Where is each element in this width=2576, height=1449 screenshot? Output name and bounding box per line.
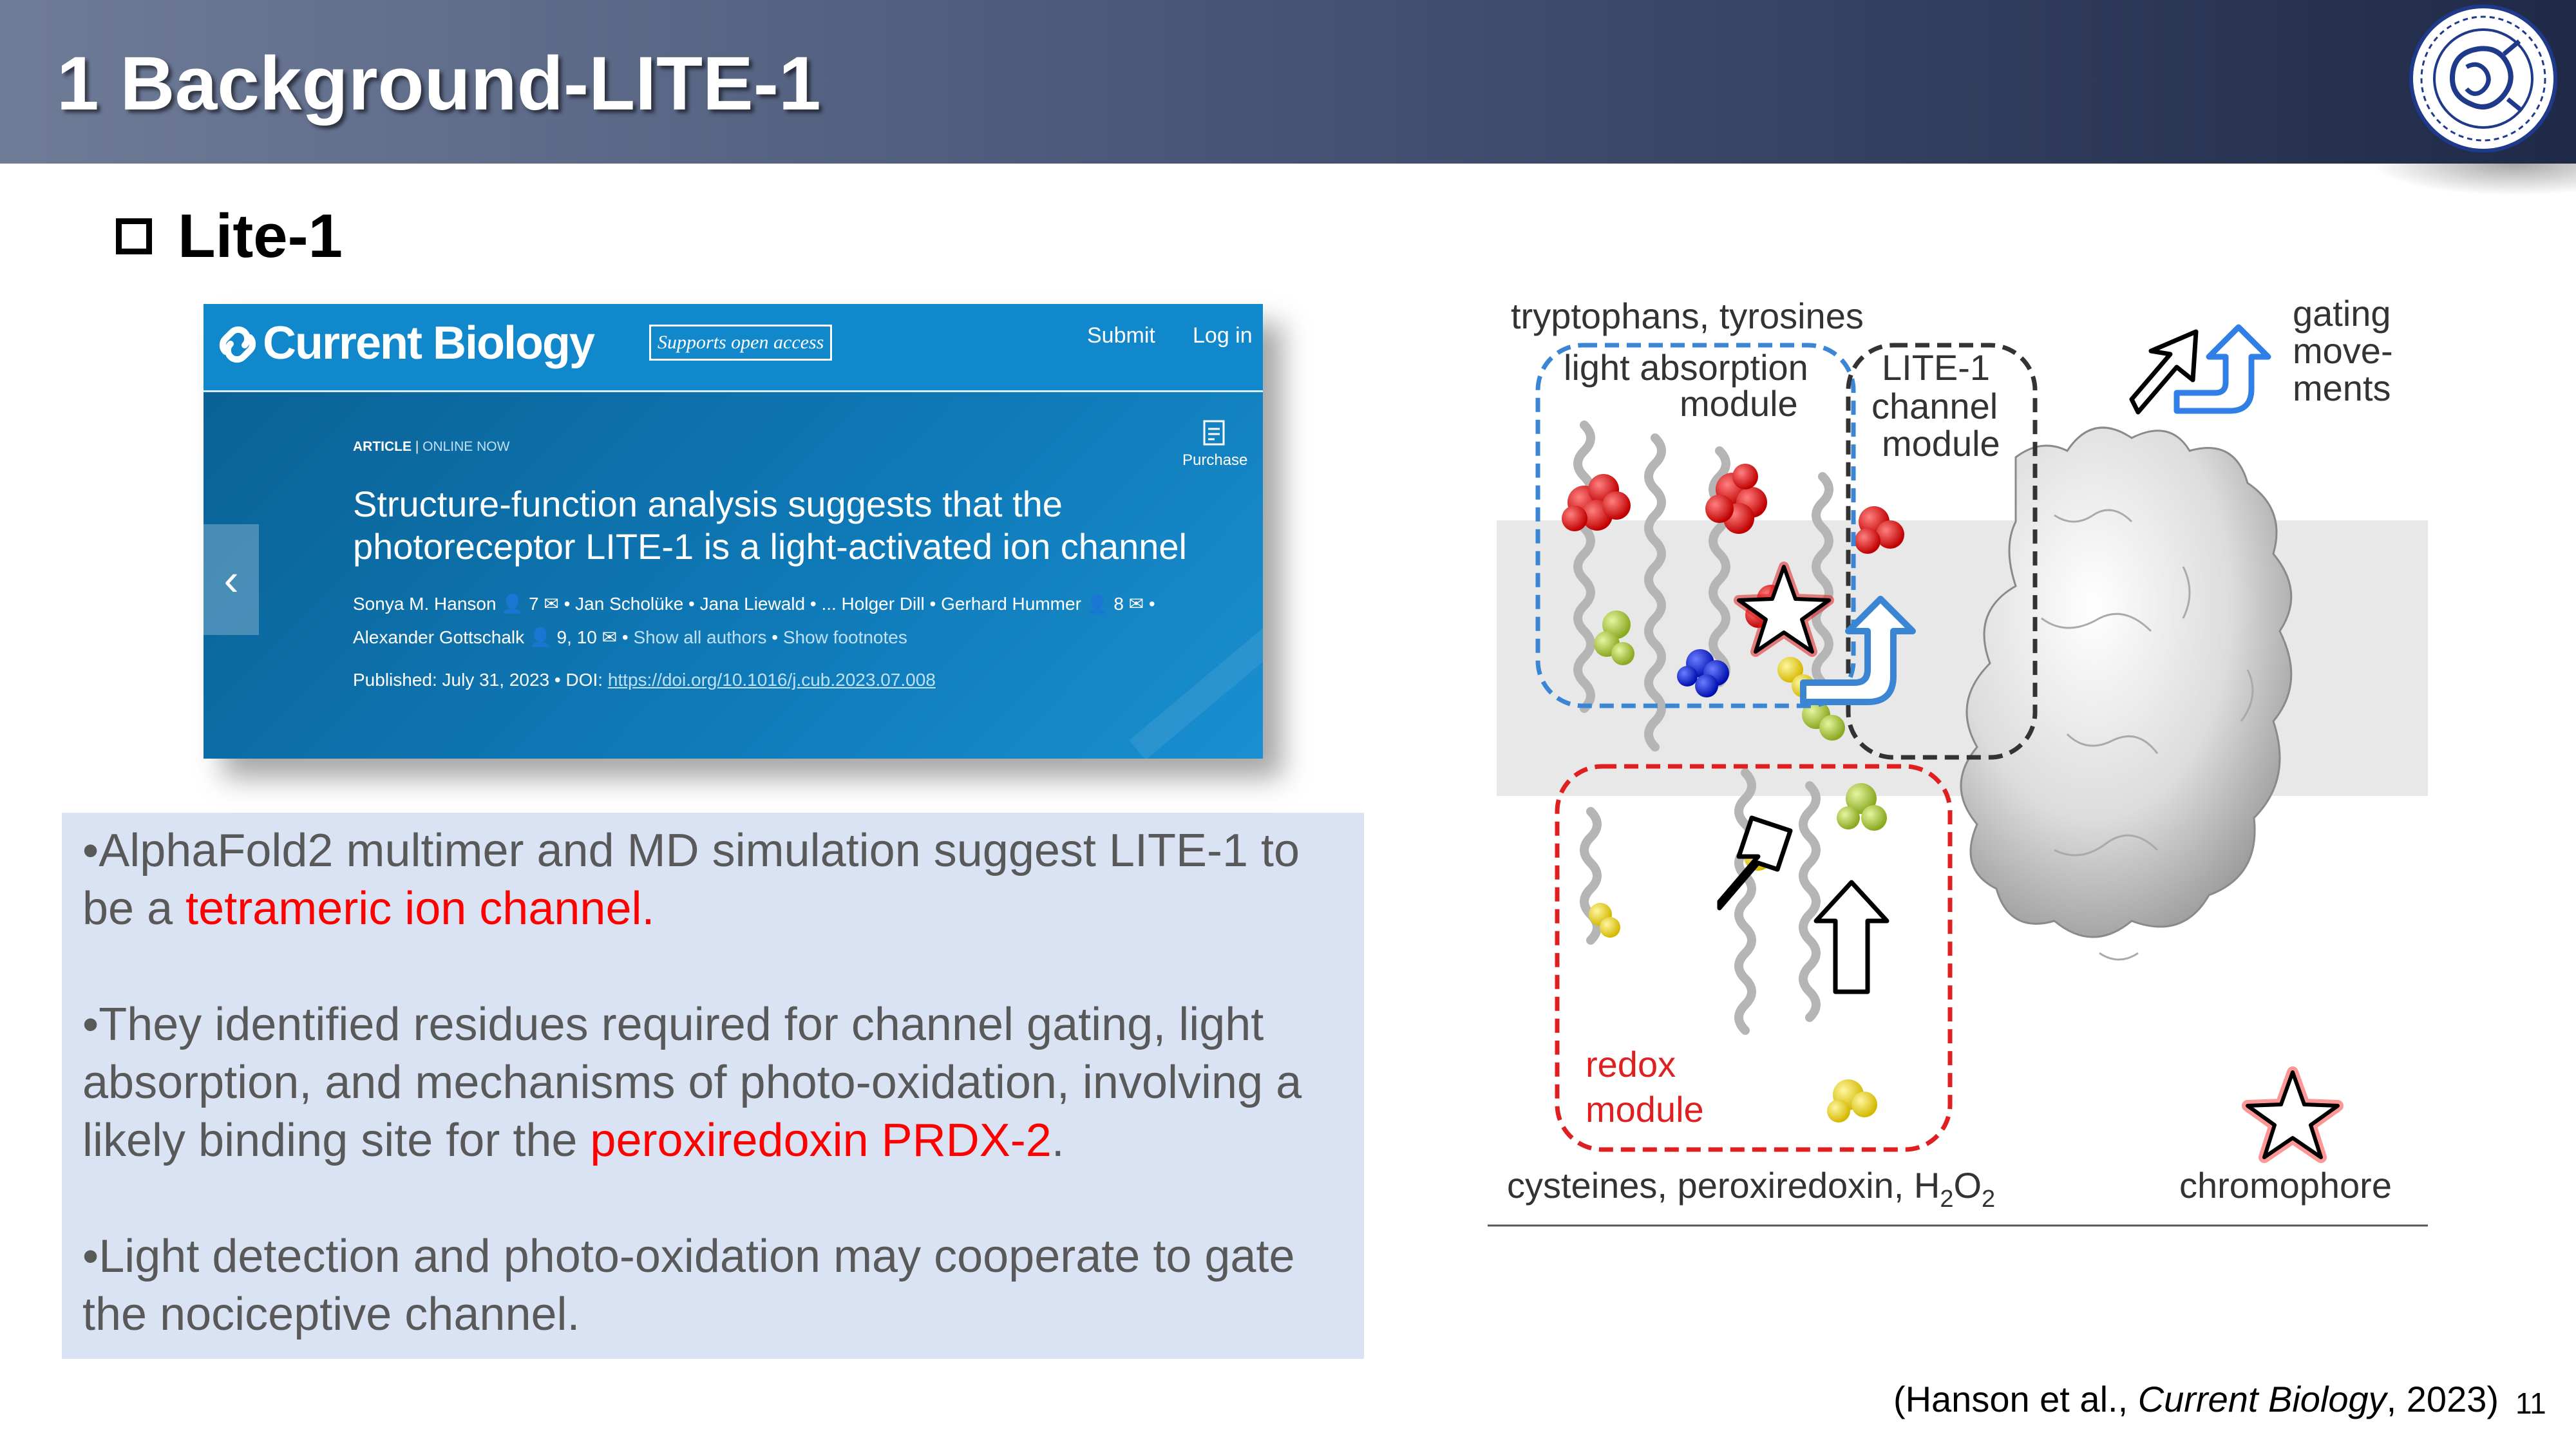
bullet-square-icon	[116, 218, 152, 254]
redox-arrow-2-icon	[1814, 880, 1889, 994]
residue-cluster-green	[1594, 611, 1887, 831]
article-type: ARTICLE	[353, 439, 412, 454]
legend-arrow-blue-icon	[2174, 324, 2271, 414]
chain-link-icon	[219, 326, 256, 363]
channel-module-box	[1846, 343, 2038, 760]
article-headline: Structure-function analysis suggests tha…	[353, 484, 1187, 567]
citation: (Hanson et al., Current Biology, 2023)	[1893, 1378, 2499, 1420]
summary-box: •AlphaFold2 multimer and MD simulation s…	[62, 813, 1364, 1359]
publication-info: Published: July 31, 2023 • DOI: https://…	[353, 670, 936, 690]
authors-line-1[interactable]: Sonya M. Hanson 👤 7 ✉ • Jan Scholüke • J…	[353, 594, 1155, 614]
authors-line-2[interactable]: Alexander Gottschalk 👤 9, 10 ✉ •	[353, 627, 629, 647]
label-move: move-	[2293, 330, 2393, 371]
citation-authors: (Hanson et al.,	[1893, 1379, 2138, 1419]
label-redox-module: module	[1586, 1089, 1704, 1130]
light-absorption-module-box	[1535, 343, 1856, 708]
legend-arrow-black-icon	[2129, 329, 2199, 415]
open-access-badge[interactable]: Supports open access	[649, 325, 833, 361]
university-logo-icon	[2409, 5, 2557, 153]
bullet-2-end: .	[1051, 1115, 1065, 1166]
legend-chromophore-star-icon	[2242, 1066, 2344, 1163]
login-link[interactable]: Log in	[1193, 323, 1253, 348]
label-light-absorption: light absorption	[1564, 347, 1808, 388]
bullet-1-highlight: tetrameric ion channel.	[185, 883, 655, 934]
citation-year: , 2023)	[2386, 1379, 2499, 1419]
article-status: ONLINE NOW	[422, 439, 510, 454]
label-gating: gating	[2293, 293, 2391, 334]
page-number: 11	[2515, 1387, 2546, 1420]
label-chromophore: chromophore	[2179, 1165, 2392, 1206]
protein-surface	[1960, 426, 2293, 938]
label-tryptophans: tryptophans, tyrosines	[1511, 296, 1864, 336]
label-channel-module: module	[1882, 423, 2000, 464]
bullet-1-text: •AlphaFold2 multimer and MD simulation s…	[82, 825, 1300, 934]
journal-brand[interactable]: Current Biology	[263, 317, 595, 369]
bullet-2-highlight: peroxiredoxin PRDX-2	[590, 1115, 1052, 1166]
section-heading: Lite-1	[116, 201, 343, 272]
slide-title: 1 Background-LITE-1	[57, 41, 821, 126]
label-lite1: LITE-1	[1882, 347, 1990, 388]
show-footnotes-link[interactable]: Show footnotes	[782, 627, 907, 647]
figure-labels: tryptophans, tyrosines light absorption …	[1507, 293, 2393, 1213]
section-title: Lite-1	[178, 202, 343, 270]
bullet-2-text: •They identified residues required for c…	[82, 999, 1302, 1166]
helix-ribbons	[1573, 421, 1833, 1035]
purchase-button[interactable]: Purchase	[1182, 419, 1247, 469]
title-bar: 1 Background-LITE-1	[0, 0, 2576, 164]
redox-module-box	[1555, 764, 1953, 1152]
pdf-icon	[1203, 420, 1225, 446]
author-list: Sonya M. Hanson 👤 7 ✉ • Jan Scholüke • J…	[353, 587, 1255, 654]
citation-journal: Current Biology	[2137, 1379, 2387, 1419]
surface-texture	[2041, 509, 2254, 961]
gating-arrow-blue-icon	[1800, 596, 1916, 705]
doi-link[interactable]: https://doi.org/10.1016/j.cub.2023.07.00…	[607, 670, 936, 690]
purchase-label: Purchase	[1182, 451, 1248, 469]
article-screenshot: Current Biology Supports open access Sub…	[204, 304, 1263, 759]
bullet-1: •AlphaFold2 multimer and MD simulation s…	[82, 822, 1364, 938]
lite1-structure-figure: tryptophans, tyrosines light absorption …	[1488, 293, 2428, 1227]
bullet-2: •They identified residues required for c…	[82, 996, 1364, 1170]
journal-header	[204, 304, 1263, 392]
label-cysteines: cysteines, peroxiredoxin, H2O2	[1507, 1165, 1995, 1213]
redox-arrow-1-icon	[1717, 815, 1793, 911]
residue-cluster-blue	[1677, 649, 1729, 697]
label-light-module: module	[1680, 383, 1798, 424]
show-all-authors-link[interactable]: Show all authors	[633, 627, 767, 647]
chevron-left-icon[interactable]: ‹	[204, 524, 259, 635]
submit-link[interactable]: Submit	[1087, 323, 1155, 348]
published-label: Published: July 31, 2023 • DOI:	[353, 670, 603, 690]
chromophore-star-icon	[1734, 562, 1834, 657]
article-meta: ARTICLE | ONLINE NOW	[353, 439, 510, 454]
bullet-3: •Light detection and photo-oxidation may…	[82, 1231, 1295, 1340]
label-redox: redox	[1586, 1044, 1676, 1084]
header-shadow	[2370, 164, 2576, 196]
label-channel: channel	[1871, 386, 1998, 426]
label-ments: ments	[2293, 368, 2391, 408]
